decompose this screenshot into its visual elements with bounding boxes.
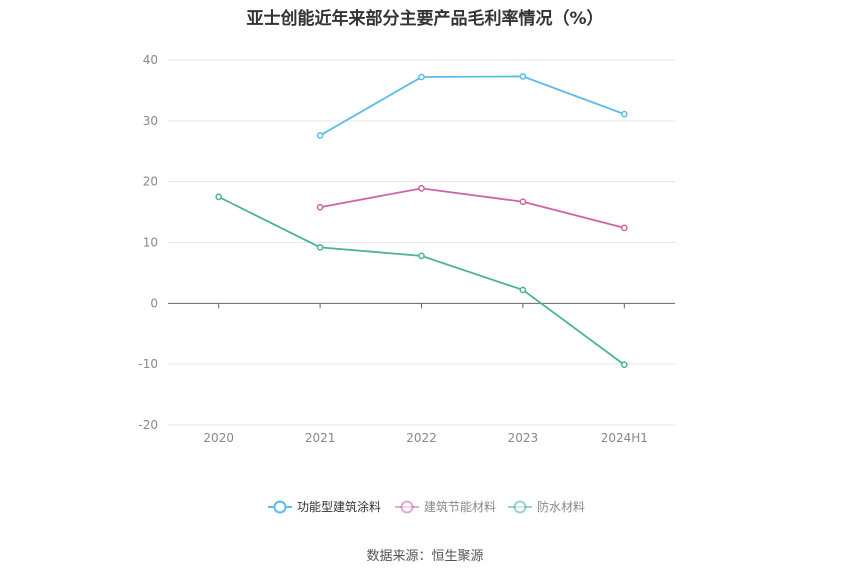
data-point[interactable] [620,361,628,369]
data-point[interactable] [519,286,527,294]
data-point[interactable] [215,193,223,201]
x-tick-label: 2021 [305,431,336,445]
y-tick-label: -20 [138,418,158,432]
data-source-note: 数据来源：恒生聚源 [366,549,484,564]
series-lines [215,73,628,369]
legend-item-1[interactable]: 建筑节能材料 [395,499,496,514]
data-point[interactable] [519,198,527,206]
y-tick-label: -10 [138,357,158,371]
data-point[interactable] [316,132,324,139]
x-tick-label: 2022 [406,431,437,445]
y-tick-label: 20 [143,175,158,189]
data-point[interactable] [620,110,628,118]
data-point[interactable] [418,185,425,192]
data-point[interactable] [316,203,324,211]
chart-title: 亚士创能近年来部分主要产品毛利率情况（%） [246,9,604,29]
y-axis: 40 30 20 10 0 -10 -20 [138,53,158,432]
data-point[interactable] [316,244,324,251]
data-point[interactable] [418,73,425,81]
legend-item-0[interactable]: 功能型建筑涂料 [268,499,381,514]
y-tick-label: 30 [143,114,158,128]
x-tick-label: 2023 [508,431,539,445]
y-tick-label: 0 [150,296,158,310]
data-point[interactable] [519,73,527,80]
gridlines [168,59,675,426]
legend-item-2[interactable]: 防水材料 [508,499,585,514]
data-point[interactable] [418,252,425,260]
series-line-0 [319,75,625,137]
series-line-2 [218,196,625,366]
y-tick-label: 40 [143,53,158,67]
data-point[interactable] [620,224,628,232]
legend-label: 建筑节能材料 [424,499,496,514]
series-line-1 [319,187,625,229]
legend-marker-icon [400,500,414,514]
legend-marker-icon [513,500,527,514]
x-tick-label: 2020 [203,431,234,445]
legend-label: 防水材料 [537,499,585,514]
legend-label: 功能型建筑涂料 [297,499,381,514]
x-tick-label: 2024H1 [601,431,648,445]
legend[interactable]: 功能型建筑涂料 建筑节能材料 防水材料 [268,499,585,514]
x-axis: 2020 2021 2022 2023 2024H1 [203,303,648,445]
legend-marker-icon [273,500,287,514]
y-tick-label: 10 [143,236,158,250]
